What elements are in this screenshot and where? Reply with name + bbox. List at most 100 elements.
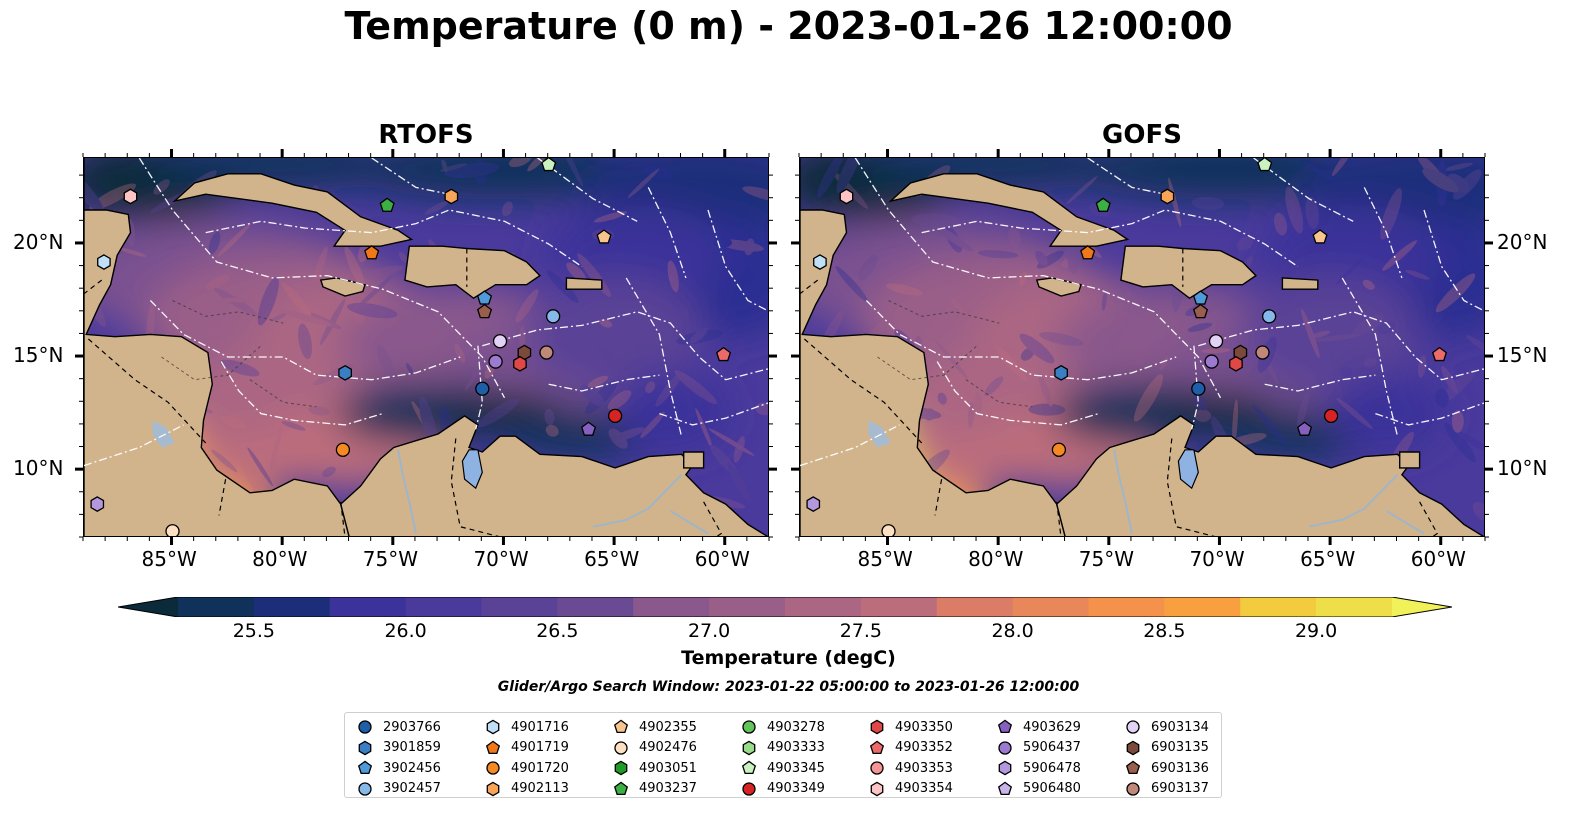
- border-4: [1166, 438, 1216, 536]
- legend-item-label: 4901716: [511, 719, 569, 735]
- legend-item: 6903137: [1125, 779, 1209, 800]
- legend-item: 2903766: [357, 717, 441, 738]
- pentagon-marker-icon: [997, 781, 1013, 795]
- legend: 2903766 3901859 3902456 3902457 4901716 49017…: [344, 712, 1222, 798]
- legend-item-label: 4903629: [1023, 719, 1081, 735]
- legend-item: 4903629: [997, 717, 1081, 738]
- map-rtofs: [83, 157, 769, 537]
- legend-item-label: 6903134: [1151, 719, 1209, 735]
- border-2: [218, 479, 227, 516]
- profile-marker-4903237: [379, 197, 395, 212]
- hexagon-marker-icon: [358, 740, 372, 756]
- legend-item-label: 4903354: [895, 781, 953, 797]
- river-0: [1113, 449, 1133, 534]
- legend-item-label: 4903350: [895, 719, 953, 735]
- legend-item: 3902456: [357, 758, 441, 779]
- lon-tick-label: 60°W: [694, 547, 750, 571]
- eez-line-9: [371, 158, 450, 195]
- eez-line-11: [800, 424, 900, 467]
- legend-item-label: 5906437: [1023, 740, 1081, 756]
- lon-tick-label: 85°W: [141, 547, 197, 571]
- colorbar-tick-label: 26.0: [384, 620, 427, 642]
- legend-item: 4903345: [741, 758, 825, 779]
- legend-item: 5906480: [997, 779, 1081, 800]
- eez-line-2: [865, 300, 1177, 381]
- land-southam: [339, 415, 768, 536]
- legend-item: 4902113: [485, 779, 569, 800]
- legend-item: 5906437: [997, 738, 1081, 759]
- profile-marker-4902476: [881, 524, 896, 536]
- legend-item: 6903136: [1125, 758, 1209, 779]
- colorbar-tick-label: 27.0: [687, 620, 731, 642]
- legend-item: 4902355: [613, 717, 697, 738]
- lon-tick-label: 80°W: [968, 547, 1024, 571]
- eez-line-0: [854, 158, 1222, 399]
- isobath-1: [965, 379, 1033, 408]
- legend-item-label: 4903352: [895, 740, 953, 756]
- legend-column: 2903766 3901859 3902456 3902457: [357, 717, 441, 799]
- pentagon-marker-icon: [741, 760, 757, 775]
- lon-tick-label: 70°W: [1189, 547, 1245, 571]
- legend-item-label: 4903051: [639, 760, 697, 776]
- profile-marker-6903136: [476, 303, 493, 319]
- eez-line-1: [921, 209, 1299, 268]
- profile-marker-3902457: [1261, 309, 1277, 324]
- isobath-0: [161, 345, 262, 381]
- legend-column: 4901716 4901719 4901720 4902113: [485, 717, 569, 799]
- eez-line-7: [1423, 209, 1484, 312]
- lon-tick-label: 60°W: [1410, 547, 1466, 571]
- eez-line-6: [1341, 277, 1399, 437]
- lat-tick-label: 15°N: [1497, 343, 1548, 368]
- profile-marker-4903354: [839, 188, 854, 205]
- eez-line-13: [1375, 402, 1484, 426]
- map-gofs: [799, 157, 1485, 537]
- profile-marker-3901859: [1054, 364, 1068, 381]
- isobath-0: [877, 345, 978, 381]
- profile-marker-4903350: [1229, 355, 1243, 372]
- profile-marker-6903134: [1208, 334, 1224, 349]
- legend-item-label: 3902456: [383, 760, 441, 776]
- lon-tick-label: 65°W: [584, 547, 640, 571]
- search-window-text: Glider/Argo Search Window: 2023-01-22 05…: [497, 679, 1080, 695]
- hexagon-marker-icon: [614, 760, 628, 776]
- eez-line-3: [220, 361, 383, 426]
- profile-marker-2903766: [1191, 381, 1206, 396]
- eez-line-10: [1253, 158, 1354, 222]
- colorbar-tick-label: 28.0: [991, 620, 1034, 642]
- lake-maracaibo: [461, 449, 483, 490]
- border-1: [804, 338, 923, 444]
- eez-line-7: [707, 209, 768, 312]
- legend-column: 4903350 4903352 4903353 4903354: [869, 717, 953, 799]
- lat-tick-label: 20°N: [13, 229, 64, 254]
- hexagon-marker-icon: [486, 781, 500, 797]
- profile-marker-6903136: [1192, 303, 1209, 319]
- land-cuba: [172, 173, 414, 247]
- legend-item: 4903333: [741, 738, 825, 759]
- panel-title-rtofs: RTOFS: [378, 120, 474, 150]
- legend-item: 4903350: [869, 717, 953, 738]
- legend-item-label: 4903349: [767, 781, 825, 797]
- legend-item: 4901720: [485, 758, 569, 779]
- legend-item-label: 4903345: [767, 760, 825, 776]
- lon-tick-label: 75°W: [362, 547, 419, 571]
- eez-line-10: [537, 158, 638, 222]
- isobath-2: [172, 300, 284, 324]
- border-2: [934, 479, 943, 516]
- border-3: [340, 501, 346, 536]
- eez-line-9: [1087, 158, 1166, 195]
- profile-marker-4902355: [1312, 229, 1328, 244]
- river-2: [1385, 510, 1425, 535]
- profile-marker-5906437: [1204, 354, 1219, 369]
- profile-marker-3902457: [545, 309, 561, 324]
- legend-item: 4903349: [741, 779, 825, 800]
- pentagon-marker-icon: [357, 760, 373, 775]
- legend-item: 4903051: [613, 758, 697, 779]
- profile-marker-4903349: [607, 408, 623, 424]
- pentagon-marker-icon: [613, 781, 629, 795]
- profile-marker-5906478: [90, 496, 105, 512]
- pentagon-marker-icon: [485, 740, 501, 754]
- eez-line-4: [482, 311, 768, 381]
- profile-marker-2903766: [475, 381, 490, 396]
- legend-item-label: 4903353: [895, 760, 953, 776]
- profile-marker-4901720: [335, 442, 351, 457]
